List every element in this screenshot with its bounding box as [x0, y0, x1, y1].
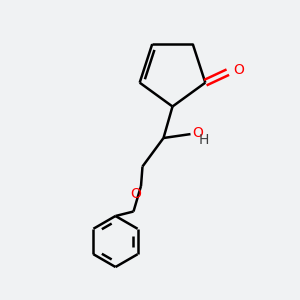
Text: O: O [192, 127, 203, 140]
Text: H: H [199, 133, 209, 147]
Text: O: O [233, 63, 244, 77]
Text: O: O [130, 188, 141, 202]
